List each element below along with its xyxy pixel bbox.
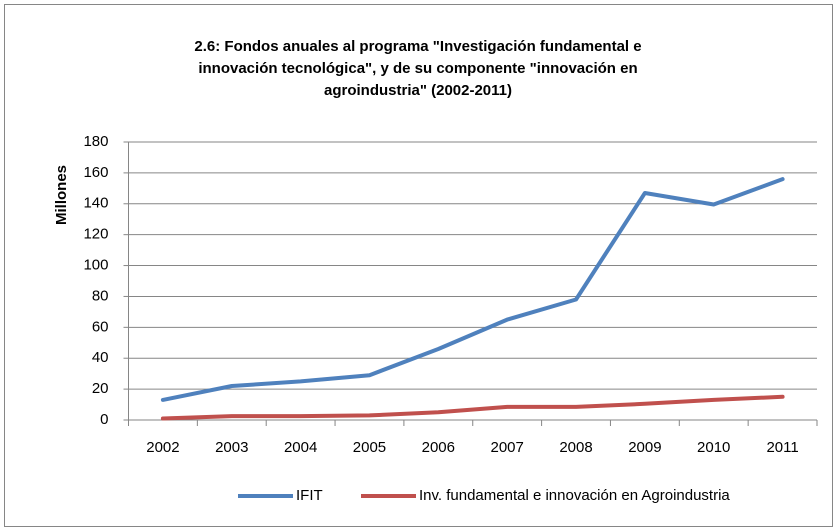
line-series xyxy=(160,177,785,402)
y-tick-label: 0 xyxy=(100,411,108,428)
y-tick-label: 40 xyxy=(92,349,109,366)
y-tick-label: 180 xyxy=(83,133,108,150)
x-tick-label: 2006 xyxy=(422,439,455,456)
line-series xyxy=(160,394,785,421)
y-axis-label: Millones xyxy=(53,165,70,225)
y-tick-label: 160 xyxy=(83,164,108,181)
y-tick-label: 20 xyxy=(92,380,109,397)
x-tick-label: 2002 xyxy=(146,439,179,456)
y-tick-label: 100 xyxy=(83,257,108,274)
y-tick-label: 60 xyxy=(92,318,109,335)
legend-label: Inv. fundamental e innovación en Agroind… xyxy=(419,487,730,504)
x-tick-label: 2005 xyxy=(353,439,386,456)
chart-title: 2.6: Fondos anuales al programa "Investi… xyxy=(194,38,642,99)
x-tick-label: 2011 xyxy=(766,439,798,456)
y-tick-label: 120 xyxy=(83,226,108,243)
x-tick-label: 2004 xyxy=(284,439,317,456)
y-tick-label: 140 xyxy=(83,195,108,212)
x-tick-label: 2003 xyxy=(215,439,248,456)
x-tick-label: 2010 xyxy=(697,439,730,456)
x-tick-label: 2007 xyxy=(490,439,523,456)
x-tick-label: 2009 xyxy=(628,439,661,456)
x-tick-label: 2008 xyxy=(559,439,592,456)
legend-label: IFIT xyxy=(296,487,323,504)
y-tick-label: 80 xyxy=(92,287,109,304)
